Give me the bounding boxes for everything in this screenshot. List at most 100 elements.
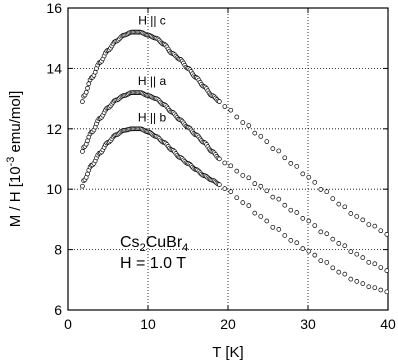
data-point bbox=[378, 265, 384, 270]
data-point bbox=[354, 251, 360, 257]
data-point bbox=[336, 269, 342, 275]
series-0 bbox=[80, 29, 390, 237]
y-axis-label: M / H [10-3 emu/mol] bbox=[5, 91, 24, 228]
x-tick-label: 0 bbox=[64, 316, 72, 332]
data-point bbox=[246, 175, 252, 181]
data-point bbox=[240, 200, 246, 205]
data-point bbox=[378, 228, 384, 234]
data-point bbox=[360, 217, 366, 223]
data-point bbox=[222, 186, 228, 191]
series-2 bbox=[80, 126, 390, 295]
data-point bbox=[384, 232, 390, 237]
y-tick-label: 12 bbox=[46, 121, 62, 137]
y-tick-label: 16 bbox=[46, 0, 62, 16]
data-point bbox=[312, 252, 318, 258]
data-point bbox=[354, 279, 360, 284]
y-axis-label-unit: emu/mol] bbox=[7, 91, 24, 157]
y-tick-label: 10 bbox=[46, 181, 62, 197]
data-point bbox=[282, 202, 288, 208]
data-point bbox=[258, 183, 264, 189]
data-point bbox=[85, 85, 90, 91]
annotation-compound-b: CuBr bbox=[146, 234, 183, 251]
data-point bbox=[342, 204, 348, 210]
data-point bbox=[234, 195, 240, 201]
data-point bbox=[282, 233, 288, 238]
data-point bbox=[270, 224, 276, 230]
data-point bbox=[264, 139, 270, 144]
data-point bbox=[366, 222, 372, 227]
data-point bbox=[228, 107, 234, 113]
data-point bbox=[372, 285, 378, 291]
data-point bbox=[360, 281, 366, 286]
data-point bbox=[324, 189, 330, 195]
data-point bbox=[240, 120, 246, 125]
data-point bbox=[294, 210, 300, 215]
data-point bbox=[324, 260, 330, 265]
series-label: H || a bbox=[138, 74, 167, 88]
annotation-compound: Cs2CuBr4 bbox=[120, 234, 188, 254]
annotation-compound-sub2: 4 bbox=[182, 242, 188, 254]
data-point bbox=[300, 171, 306, 177]
data-point bbox=[348, 276, 354, 282]
annotation-field: H = 1.0 T bbox=[120, 255, 186, 272]
data-point bbox=[294, 163, 300, 169]
data-point bbox=[378, 287, 384, 293]
data-point bbox=[372, 261, 378, 267]
series bbox=[80, 29, 390, 295]
data-point bbox=[366, 259, 372, 265]
data-point bbox=[276, 196, 282, 202]
data-point bbox=[288, 207, 294, 213]
y-axis-label-main: M / H [10 bbox=[7, 166, 24, 227]
data-point bbox=[222, 104, 228, 109]
y-axis-label-exp: -3 bbox=[5, 157, 17, 167]
annotation-compound-sub1: 2 bbox=[140, 242, 146, 254]
data-point bbox=[330, 236, 336, 242]
data-point bbox=[306, 174, 312, 180]
data-point bbox=[288, 160, 294, 166]
data-point bbox=[83, 89, 89, 95]
data-point bbox=[318, 187, 324, 192]
x-axis-label: T [K] bbox=[212, 344, 243, 361]
data-point bbox=[372, 223, 378, 229]
data-point bbox=[252, 181, 258, 187]
data-point bbox=[234, 114, 240, 120]
ticks bbox=[67, 7, 389, 311]
y-tick-label: 14 bbox=[46, 60, 62, 76]
series-label: H || c bbox=[138, 14, 166, 28]
data-point bbox=[264, 218, 270, 224]
data-point bbox=[354, 214, 360, 219]
data-point bbox=[282, 155, 288, 161]
data-point bbox=[264, 188, 270, 194]
data-point bbox=[294, 240, 300, 246]
data-point bbox=[318, 229, 324, 235]
series-labels: H || c H || a H || b bbox=[138, 14, 167, 125]
x-tick-label: 20 bbox=[220, 316, 236, 332]
y-tick-label: 6 bbox=[54, 302, 62, 318]
x-tick-label: 30 bbox=[300, 316, 316, 332]
x-tick-label: 10 bbox=[140, 316, 156, 332]
data-point bbox=[312, 223, 318, 228]
data-point bbox=[217, 156, 222, 162]
data-point bbox=[80, 99, 85, 104]
data-point bbox=[276, 227, 282, 232]
data-point bbox=[318, 258, 324, 264]
data-point bbox=[240, 173, 246, 178]
data-point bbox=[312, 179, 318, 185]
data-point bbox=[80, 183, 85, 189]
data-point bbox=[258, 134, 264, 139]
y-tick-label: 8 bbox=[54, 242, 62, 258]
data-point bbox=[222, 160, 228, 166]
data-point bbox=[228, 189, 234, 194]
data-point bbox=[348, 211, 354, 216]
series-1 bbox=[80, 90, 390, 273]
data-point bbox=[246, 123, 252, 128]
data-point bbox=[228, 163, 234, 169]
data-point bbox=[288, 238, 294, 243]
data-point bbox=[342, 271, 348, 277]
data-point bbox=[384, 289, 390, 295]
data-point bbox=[306, 218, 312, 224]
grid bbox=[68, 8, 388, 310]
data-point bbox=[270, 146, 276, 151]
data-point bbox=[258, 214, 264, 219]
